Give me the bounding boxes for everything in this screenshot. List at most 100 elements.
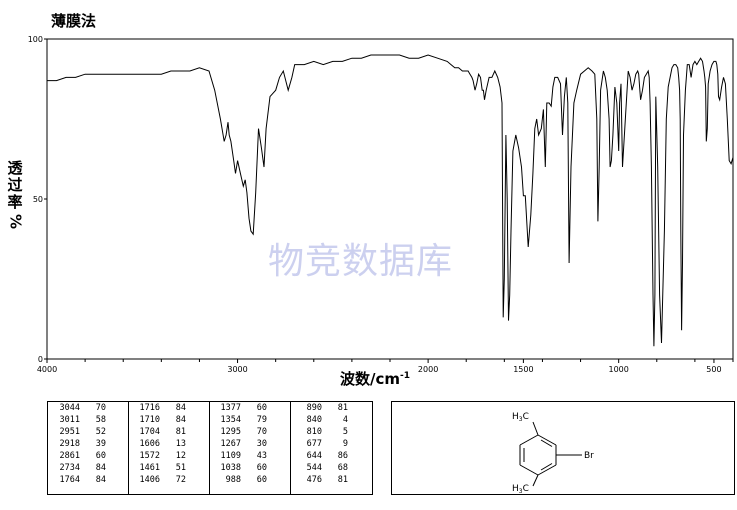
- structure-panel: H3C H3C Br: [391, 401, 735, 495]
- peak-wavenumber: 1109: [220, 451, 241, 461]
- peak-row: 1764 84: [48, 474, 128, 486]
- peak-transmittance: 43: [256, 451, 267, 461]
- peak-row: 1267 30: [209, 438, 290, 450]
- peak-row: 1461 51: [128, 462, 209, 474]
- peak-transmittance: 70: [256, 427, 267, 437]
- peak-row: 677 9: [290, 438, 372, 450]
- peak-row: 2861 60: [48, 450, 128, 462]
- peak-wavenumber: 3044: [59, 403, 80, 413]
- peak-wavenumber: 1354: [220, 415, 241, 425]
- peak-table: 3044 70 3011 58 2951 52 2918 39 2861 60 2734 84 1764…: [47, 401, 373, 495]
- plot-frame: [46, 38, 734, 360]
- x-tick-label: 2000: [418, 365, 438, 374]
- peak-transmittance: 5: [342, 427, 348, 437]
- y-label-char: 过: [7, 176, 23, 194]
- methyl-bond-top: [532, 421, 539, 436]
- peak-transmittance: 13: [175, 439, 186, 449]
- y-label-unit: %: [6, 213, 25, 230]
- peak-transmittance: 4: [342, 415, 348, 425]
- peak-wavenumber: 1606: [139, 439, 160, 449]
- y-tick-label: 50: [33, 195, 43, 204]
- peak-transmittance: 39: [95, 439, 106, 449]
- peak-wavenumber: 1764: [59, 475, 80, 485]
- peak-row: 2734 84: [48, 462, 128, 474]
- peak-column: 890 81 840 4 810 5 677 9 644 86 544 68 476 81: [290, 402, 372, 494]
- peak-wavenumber: 677: [306, 439, 322, 449]
- peak-wavenumber: 1704: [139, 427, 160, 437]
- peak-transmittance: 81: [337, 403, 348, 413]
- structure-diagram: H3C H3C Br: [512, 412, 594, 495]
- peak-wavenumber: 544: [306, 463, 322, 473]
- peak-transmittance: 52: [95, 427, 106, 437]
- methyl-bottom-label: H3C: [512, 484, 529, 494]
- peak-transmittance: 60: [256, 463, 267, 473]
- peak-row: 1295 70: [209, 426, 290, 438]
- x-tick-label: 4000: [37, 365, 57, 374]
- peak-row: 1606 13: [128, 438, 209, 450]
- peak-wavenumber: 2918: [59, 439, 80, 449]
- peak-row: 840 4: [290, 414, 372, 426]
- peak-transmittance: 58: [95, 415, 106, 425]
- peak-wavenumber: 890: [306, 403, 322, 413]
- peak-wavenumber: 644: [306, 451, 322, 461]
- peak-wavenumber: 3011: [59, 415, 80, 425]
- peak-wavenumber: 1716: [139, 403, 160, 413]
- y-label-char: 率: [7, 193, 23, 211]
- peak-row: 3044 70: [48, 402, 128, 414]
- peak-row: 3011 58: [48, 414, 128, 426]
- peak-wavenumber: 1710: [139, 415, 160, 425]
- peak-wavenumber: 1377: [220, 403, 241, 413]
- y-tick-label: 100: [28, 35, 43, 44]
- benzene-ring: [519, 434, 557, 476]
- watermark: 物竞数据库: [268, 241, 454, 282]
- peak-wavenumber: 840: [306, 415, 322, 425]
- methyl-top-label: H3C: [512, 412, 529, 423]
- bromo-label: Br: [584, 451, 594, 461]
- x-tick-label: 3000: [227, 365, 247, 374]
- peak-transmittance: 60: [256, 403, 267, 413]
- method-title: 薄膜法: [51, 12, 97, 30]
- peak-transmittance: 79: [256, 415, 267, 425]
- peak-wavenumber: 810: [306, 427, 322, 437]
- peak-transmittance: 84: [175, 403, 186, 413]
- peak-row: 988 60: [209, 474, 290, 486]
- peak-column: 3044 70 3011 58 2951 52 2918 39 2861 60 2734 84 1764…: [48, 402, 129, 494]
- peak-transmittance: 81: [337, 475, 348, 485]
- peak-row: 1377 60: [209, 402, 290, 414]
- peak-wavenumber: 476: [306, 475, 322, 485]
- peak-wavenumber: 1461: [139, 463, 160, 473]
- peak-transmittance: 81: [175, 427, 186, 437]
- peak-row: 810 5: [290, 426, 372, 438]
- methyl-bond-bottom: [532, 474, 539, 487]
- x-axis-label-exponent: -1: [400, 371, 411, 381]
- y-axis-ticks: 0 50 100: [28, 35, 47, 364]
- peak-row: 1354 79: [209, 414, 290, 426]
- peak-transmittance: 84: [175, 415, 186, 425]
- x-axis-ticks: 4000 3000 2000 1500 1000 500: [37, 359, 734, 374]
- peak-transmittance: 12: [175, 451, 186, 461]
- peak-transmittance: 72: [175, 475, 186, 485]
- x-tick-label: 1000: [608, 365, 628, 374]
- y-axis-label: 透 过 率 %: [3, 160, 27, 230]
- peak-transmittance: 60: [95, 451, 106, 461]
- peak-transmittance: 60: [256, 475, 267, 485]
- peak-column: 1377 60 1354 79 1295 70 1267 30 1109 43 1038 60 988 6…: [209, 402, 291, 494]
- peak-transmittance: 51: [175, 463, 186, 473]
- peak-transmittance: 70: [95, 403, 106, 413]
- peak-row: 644 86: [290, 450, 372, 462]
- ir-spectrum-chart: 4000 3000 2000 1500 1000 500 0 50 100: [28, 35, 734, 374]
- peak-row: 2951 52: [48, 426, 128, 438]
- peak-row: 1406 72: [128, 474, 209, 486]
- peak-wavenumber: 2734: [59, 463, 80, 473]
- peak-wavenumber: 1406: [139, 475, 160, 485]
- peak-row: 1038 60: [209, 462, 290, 474]
- peak-row: 1704 81: [128, 426, 209, 438]
- peak-row: 1710 84: [128, 414, 209, 426]
- y-tick-label: 0: [38, 355, 43, 364]
- peak-column: 1716 84 1710 84 1704 81 1606 13 1572 12 1461 51 1406…: [128, 402, 210, 494]
- peak-transmittance: 9: [342, 439, 348, 449]
- x-axis-label-text: 波数/cm: [340, 370, 401, 388]
- x-tick-label: 500: [706, 365, 721, 374]
- peak-transmittance: 84: [95, 475, 106, 485]
- peak-wavenumber: 1267: [220, 439, 241, 449]
